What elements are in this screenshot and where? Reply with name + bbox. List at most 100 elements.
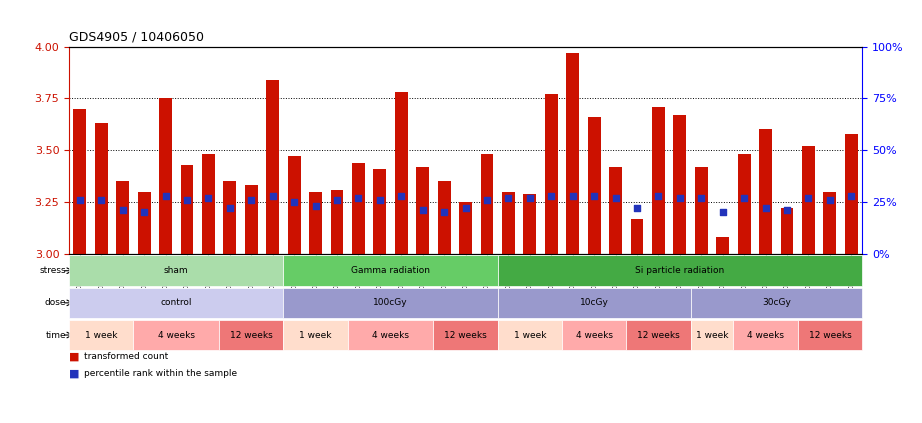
Text: 12 weeks: 12 weeks — [444, 330, 487, 340]
Text: 100cGy: 100cGy — [373, 298, 408, 308]
Bar — [373, 169, 386, 254]
Point — [609, 195, 623, 201]
Bar — [524, 194, 537, 254]
Bar — [631, 219, 644, 254]
Point — [244, 197, 259, 203]
Point — [523, 195, 538, 201]
Bar — [181, 165, 194, 254]
Point — [416, 207, 431, 214]
Text: 1 week: 1 week — [696, 330, 728, 340]
Text: dose: dose — [45, 298, 66, 308]
Bar — [137, 192, 150, 254]
Point — [201, 195, 216, 201]
Bar — [266, 80, 279, 254]
Bar — [480, 154, 493, 254]
Point — [501, 195, 515, 201]
Bar — [288, 157, 301, 254]
Text: time: time — [46, 330, 66, 340]
Text: 12 weeks: 12 weeks — [230, 330, 273, 340]
Point — [372, 197, 387, 203]
Bar — [160, 98, 172, 254]
Text: 1 week: 1 week — [300, 330, 332, 340]
Point — [394, 192, 408, 199]
Point — [73, 197, 88, 203]
Bar — [352, 162, 365, 254]
Point — [801, 195, 816, 201]
Bar — [245, 185, 258, 254]
Text: Si particle radiation: Si particle radiation — [635, 266, 725, 275]
Bar — [609, 167, 622, 254]
Bar — [566, 53, 579, 254]
Point — [222, 205, 237, 212]
Text: percentile rank within the sample: percentile rank within the sample — [84, 369, 237, 378]
Bar — [309, 192, 322, 254]
Text: GDS4905 / 10406050: GDS4905 / 10406050 — [69, 31, 204, 44]
Bar — [652, 107, 665, 254]
Text: 12 weeks: 12 weeks — [637, 330, 680, 340]
Point — [694, 195, 709, 201]
Point — [758, 205, 773, 212]
Point — [544, 192, 559, 199]
Bar — [823, 192, 836, 254]
Bar — [459, 202, 472, 254]
Text: ■: ■ — [69, 368, 79, 379]
Point — [287, 199, 301, 206]
Point — [715, 209, 730, 216]
Bar — [802, 146, 815, 254]
Bar — [502, 192, 514, 254]
Bar — [673, 115, 686, 254]
Point — [672, 195, 687, 201]
Bar — [845, 134, 857, 254]
Bar — [781, 208, 794, 254]
Text: 4 weeks: 4 weeks — [747, 330, 784, 340]
Text: 10cGy: 10cGy — [580, 298, 609, 308]
Point — [136, 209, 151, 216]
Bar — [417, 167, 429, 254]
Text: 1 week: 1 week — [514, 330, 546, 340]
Text: sham: sham — [164, 266, 189, 275]
Bar — [545, 94, 558, 254]
Bar — [331, 190, 344, 254]
Bar — [223, 181, 236, 254]
Text: stress: stress — [40, 266, 66, 275]
Text: 4 weeks: 4 weeks — [372, 330, 409, 340]
Text: 4 weeks: 4 weeks — [158, 330, 195, 340]
Point — [651, 192, 666, 199]
Bar — [738, 154, 751, 254]
Point — [780, 207, 795, 214]
Point — [586, 192, 601, 199]
Text: ■: ■ — [69, 352, 79, 362]
Point — [437, 209, 452, 216]
Point — [308, 203, 323, 209]
Point — [266, 192, 280, 199]
Text: 12 weeks: 12 weeks — [809, 330, 851, 340]
Bar — [202, 154, 215, 254]
Text: control: control — [160, 298, 192, 308]
Bar — [74, 109, 87, 254]
Text: Gamma radiation: Gamma radiation — [351, 266, 430, 275]
Text: transformed count: transformed count — [84, 352, 168, 361]
Bar — [587, 117, 600, 254]
Point — [94, 197, 109, 203]
Point — [351, 195, 366, 201]
Bar — [438, 181, 451, 254]
Point — [630, 205, 644, 212]
Bar — [395, 92, 408, 254]
Text: 4 weeks: 4 weeks — [575, 330, 613, 340]
Bar — [95, 123, 108, 254]
Point — [180, 197, 195, 203]
Point — [565, 192, 580, 199]
Point — [330, 197, 345, 203]
Point — [737, 195, 751, 201]
Point — [479, 197, 494, 203]
Bar — [695, 167, 708, 254]
Bar — [759, 129, 772, 254]
Point — [115, 207, 130, 214]
Text: 30cGy: 30cGy — [762, 298, 791, 308]
Point — [458, 205, 473, 212]
Point — [844, 192, 858, 199]
Point — [822, 197, 837, 203]
Bar — [716, 237, 729, 254]
Text: 1 week: 1 week — [85, 330, 117, 340]
Bar — [116, 181, 129, 254]
